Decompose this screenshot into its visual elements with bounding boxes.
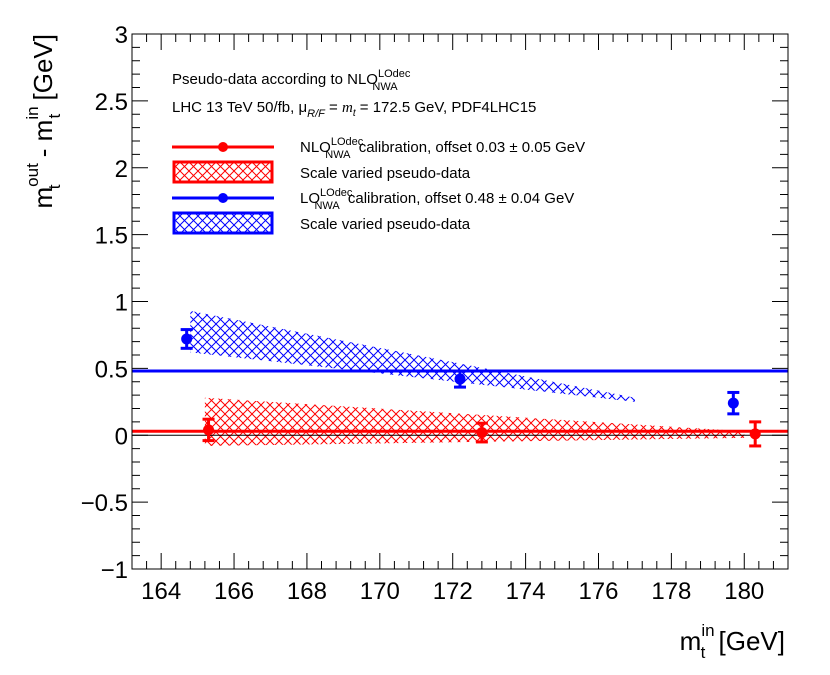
legend-entry-nlo-band: Scale varied pseudo-data: [172, 160, 471, 184]
x-tick-label: 164: [141, 578, 181, 605]
y-tick-label: 0.5: [95, 356, 128, 383]
nlo-points: [202, 417, 762, 448]
x-tick-label: 168: [287, 578, 327, 605]
data-point: [203, 424, 215, 436]
legend-entry-lo: LOLOdec NWA calibration, offset 0.48 ± 0.…: [172, 187, 574, 212]
annotation-line-2: LHC 13 TeV 50/fb, μR/F = mt = 172.5 GeV,…: [172, 99, 536, 120]
svg-text:Scale varied pseudo-data: Scale varied pseudo-data: [300, 165, 471, 182]
x-tick-label: 180: [724, 578, 764, 605]
y-axis-ticks: −1 −0.5 0 0.5 1 1.5 2 2.5 3: [81, 22, 788, 584]
y-tick-label: −0.5: [81, 490, 128, 517]
y-tick-label: 1.5: [95, 223, 128, 250]
legend: NLOLOdec NWA calibration, offset 0.03 ± 0…: [172, 136, 585, 235]
y-axis-title: mout t - min t [GeV]: [23, 34, 64, 209]
svg-text:Scale varied pseudo-data: Scale varied pseudo-data: [300, 216, 471, 233]
nlo-scale-band: [204, 397, 745, 446]
y-tick-label: 3: [115, 22, 128, 49]
x-axis-title: min t [GeV]: [680, 621, 785, 662]
legend-entry-lo-band: Scale varied pseudo-data: [172, 211, 471, 235]
data-point: [749, 428, 761, 440]
y-tick-label: 2.5: [95, 89, 128, 116]
data-point: [454, 373, 466, 385]
y-tick-label: 1: [115, 290, 128, 317]
lo-scale-band: [190, 310, 635, 402]
x-tick-label: 172: [433, 578, 473, 605]
x-tick-label: 176: [578, 578, 618, 605]
y-tick-label: 2: [115, 156, 128, 183]
x-axis-ticks: 164 166 168 170 172 174 176 178 180: [131, 34, 789, 605]
y-tick-label: −1: [101, 557, 128, 584]
lo-points: [180, 328, 740, 416]
annotation-line-1: Pseudo-data according to NLOLOdec NWA: [172, 68, 411, 93]
legend-entry-nlo: NLOLOdec NWA calibration, offset 0.03 ± 0…: [172, 136, 585, 161]
x-tick-label: 178: [651, 578, 691, 605]
data-point: [181, 333, 193, 345]
x-tick-label: 174: [506, 578, 546, 605]
data-point: [476, 427, 488, 439]
data-point: [727, 397, 739, 409]
x-tick-label: 166: [214, 578, 254, 605]
x-tick-label: 170: [360, 578, 400, 605]
y-tick-label: 0: [115, 423, 128, 450]
